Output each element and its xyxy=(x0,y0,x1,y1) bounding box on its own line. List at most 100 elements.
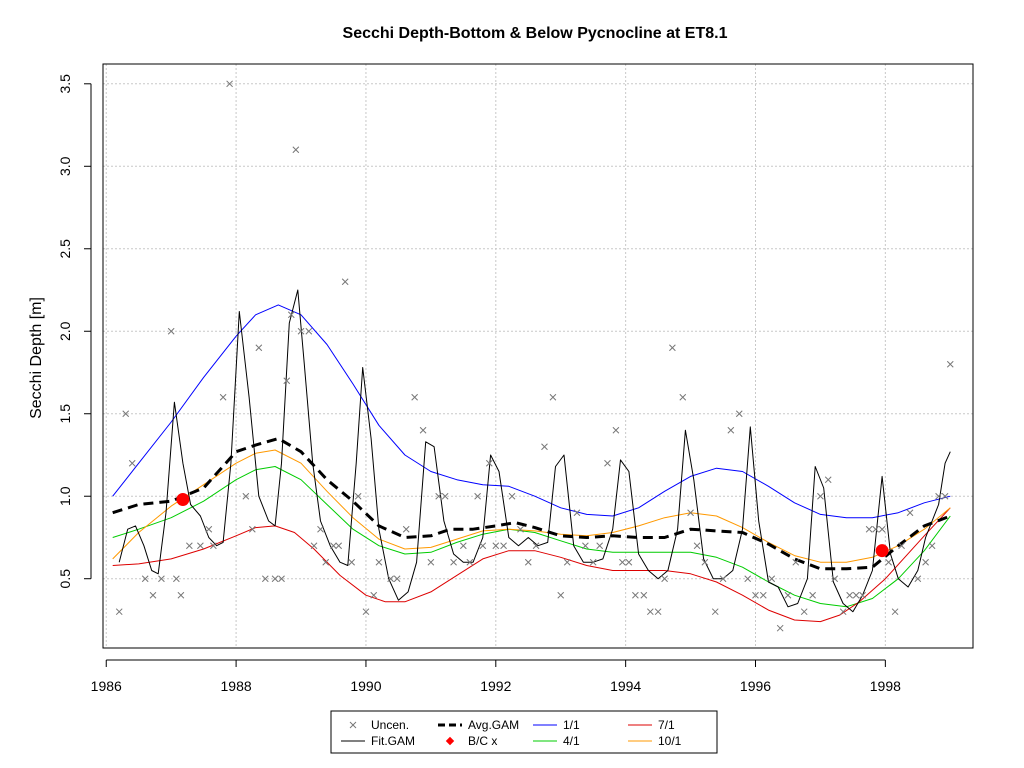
legend-swatch xyxy=(445,736,455,746)
point-stroke xyxy=(283,377,291,385)
point-stroke xyxy=(906,509,914,517)
uncensored-point xyxy=(872,525,879,533)
uncensored-point xyxy=(517,525,524,533)
legend-item-1-1: 1/1 xyxy=(533,718,580,732)
uncensored-point xyxy=(922,558,929,566)
uncensored-point xyxy=(878,525,886,533)
x-tick-label: 1988 xyxy=(221,678,252,694)
uncensored-point xyxy=(479,542,487,550)
uncensored-point xyxy=(831,575,839,583)
x-tick-label: 1996 xyxy=(740,678,771,694)
point-stroke xyxy=(141,575,149,583)
point-stroke xyxy=(831,575,839,583)
uncensored-point xyxy=(393,575,401,583)
point-stroke xyxy=(914,575,922,583)
point-stroke xyxy=(735,410,743,418)
y-tick-label: 1.0 xyxy=(57,486,73,506)
point-stroke xyxy=(809,591,816,599)
uncensored-point xyxy=(219,393,227,401)
point-stroke xyxy=(427,558,435,566)
uncensored-point xyxy=(348,558,356,566)
point-stroke xyxy=(375,558,383,566)
legend-label: 10/1 xyxy=(658,734,682,748)
point-stroke xyxy=(687,509,694,517)
uncensored-point xyxy=(891,608,899,616)
uncensored-point xyxy=(679,393,687,401)
uncensored-point xyxy=(573,509,581,517)
uncensored-point xyxy=(865,525,873,533)
uncensored-point xyxy=(640,591,648,599)
uncensored-point xyxy=(459,542,467,550)
x-tick-label: 1994 xyxy=(610,678,641,694)
point-stroke xyxy=(508,492,516,500)
uncensored-point xyxy=(898,542,905,550)
uncensored-point xyxy=(197,542,204,550)
uncensored-point xyxy=(719,575,727,583)
point-stroke xyxy=(226,80,233,88)
point-stroke xyxy=(898,542,905,550)
point-stroke xyxy=(846,591,853,599)
legend-swatch xyxy=(349,721,357,729)
point-stroke xyxy=(485,459,493,467)
point-stroke xyxy=(589,558,597,566)
x-tick-label: 1998 xyxy=(870,678,901,694)
point-stroke xyxy=(122,410,130,418)
series-line-4-1 xyxy=(112,466,951,608)
point-stroke xyxy=(878,525,886,533)
point-stroke xyxy=(450,558,457,566)
point-stroke xyxy=(459,542,467,550)
uncensored-point xyxy=(541,443,548,451)
uncensored-point xyxy=(693,542,701,550)
y-axis-label: Secchi Depth [m] xyxy=(28,297,45,419)
point-stroke xyxy=(210,542,217,550)
uncensored-point xyxy=(330,542,337,550)
uncensored-point xyxy=(375,558,383,566)
uncensored-point xyxy=(210,542,217,550)
y-tick-label: 2.0 xyxy=(57,321,73,341)
uncensored-point xyxy=(158,575,165,583)
point-stroke xyxy=(625,558,633,566)
uncensored-point xyxy=(589,558,597,566)
point-stroke xyxy=(185,542,193,550)
uncensored-point xyxy=(419,426,427,434)
uncensored-point xyxy=(341,278,349,286)
uncensored-point xyxy=(474,492,481,500)
uncensored-point xyxy=(485,459,493,467)
point-stroke xyxy=(205,525,213,533)
point-stroke xyxy=(255,344,263,352)
uncensored-point xyxy=(776,624,784,632)
uncensored-point xyxy=(687,509,694,517)
bc-point xyxy=(875,544,889,558)
point-stroke xyxy=(128,459,136,467)
point-stroke xyxy=(219,393,227,401)
point-stroke xyxy=(500,542,507,550)
legend-label: 7/1 xyxy=(658,718,675,732)
point-stroke xyxy=(573,509,581,517)
point-stroke xyxy=(402,525,410,533)
uncensored-point xyxy=(167,327,175,335)
uncensored-point xyxy=(839,608,847,616)
point-stroke xyxy=(517,525,524,533)
uncensored-point xyxy=(859,591,866,599)
uncensored-point xyxy=(115,608,123,616)
point-stroke xyxy=(322,558,330,566)
series-layer xyxy=(112,289,951,623)
point-stroke xyxy=(524,558,532,566)
uncensored-point xyxy=(914,575,922,583)
legend-item-avg-gam: Avg.GAM xyxy=(438,718,519,732)
uncensored-point xyxy=(261,575,269,583)
uncensored-point xyxy=(524,558,532,566)
point-stroke xyxy=(859,591,866,599)
uncensored-point xyxy=(669,344,676,352)
point-stroke xyxy=(115,608,123,616)
point-stroke xyxy=(341,278,349,286)
chart-title: Secchi Depth-Bottom & Below Pycnocline a… xyxy=(343,25,728,42)
point-stroke xyxy=(479,542,487,550)
legend-item-fit-gam: Fit.GAM xyxy=(341,734,415,748)
uncensored-point xyxy=(278,575,285,583)
uncensored-point xyxy=(500,542,507,550)
point-stroke xyxy=(492,542,500,550)
uncensored-point xyxy=(435,492,443,500)
y-tick-label: 3.0 xyxy=(57,156,73,176)
point-stroke xyxy=(197,542,204,550)
